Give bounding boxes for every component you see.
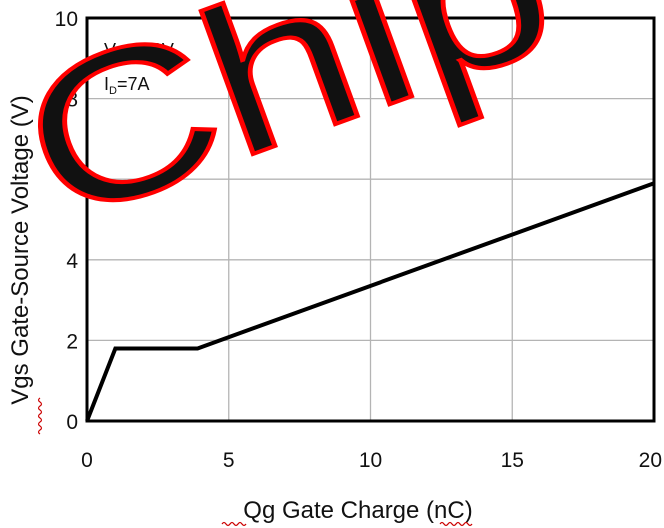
- y-tick-label-0: 0: [66, 411, 78, 434]
- x-axis-title: Qg Gate Charge (nC): [243, 497, 472, 524]
- x-tick-label-3: 15: [501, 449, 524, 472]
- y-tick-label-1: 2: [66, 330, 78, 353]
- vds-annotation: VDS=10V: [104, 40, 174, 63]
- id-annotation: ID=7A: [104, 74, 150, 97]
- series-line-vgs: [85, 181, 655, 422]
- vds-symbol: V: [104, 40, 116, 60]
- id-symbol: I: [104, 74, 109, 94]
- x-tick-label-0: 0: [81, 449, 93, 472]
- watermark: Chip: [0, 0, 581, 267]
- y-tick-label-3: 6: [66, 169, 78, 192]
- id-subscript: D: [109, 85, 117, 97]
- plot-frame: [85, 16, 656, 423]
- y-axis-title: Vgs Gate-Source Voltage (V): [7, 95, 34, 405]
- y-tick-label-4: 8: [66, 89, 78, 112]
- spellcheck-underline-vgs: [37, 397, 43, 435]
- vds-subscript: DS: [116, 51, 131, 63]
- y-tick-label-2: 4: [66, 250, 78, 273]
- vds-value: =10V: [131, 40, 174, 60]
- x-tick-labels: 0 5 10 15 20: [81, 449, 662, 472]
- spellcheck-underline-nc: [439, 521, 473, 527]
- y-tick-label-5: 10: [55, 8, 78, 31]
- x-tick-label-1: 5: [223, 449, 235, 472]
- id-value: =7A: [117, 74, 150, 94]
- x-tick-label-4: 20: [639, 449, 662, 472]
- y-tick-labels: 0 2 4 6 8 10: [55, 8, 79, 434]
- spellcheck-underline-qg: [221, 521, 247, 527]
- x-tick-label-2: 10: [359, 449, 382, 472]
